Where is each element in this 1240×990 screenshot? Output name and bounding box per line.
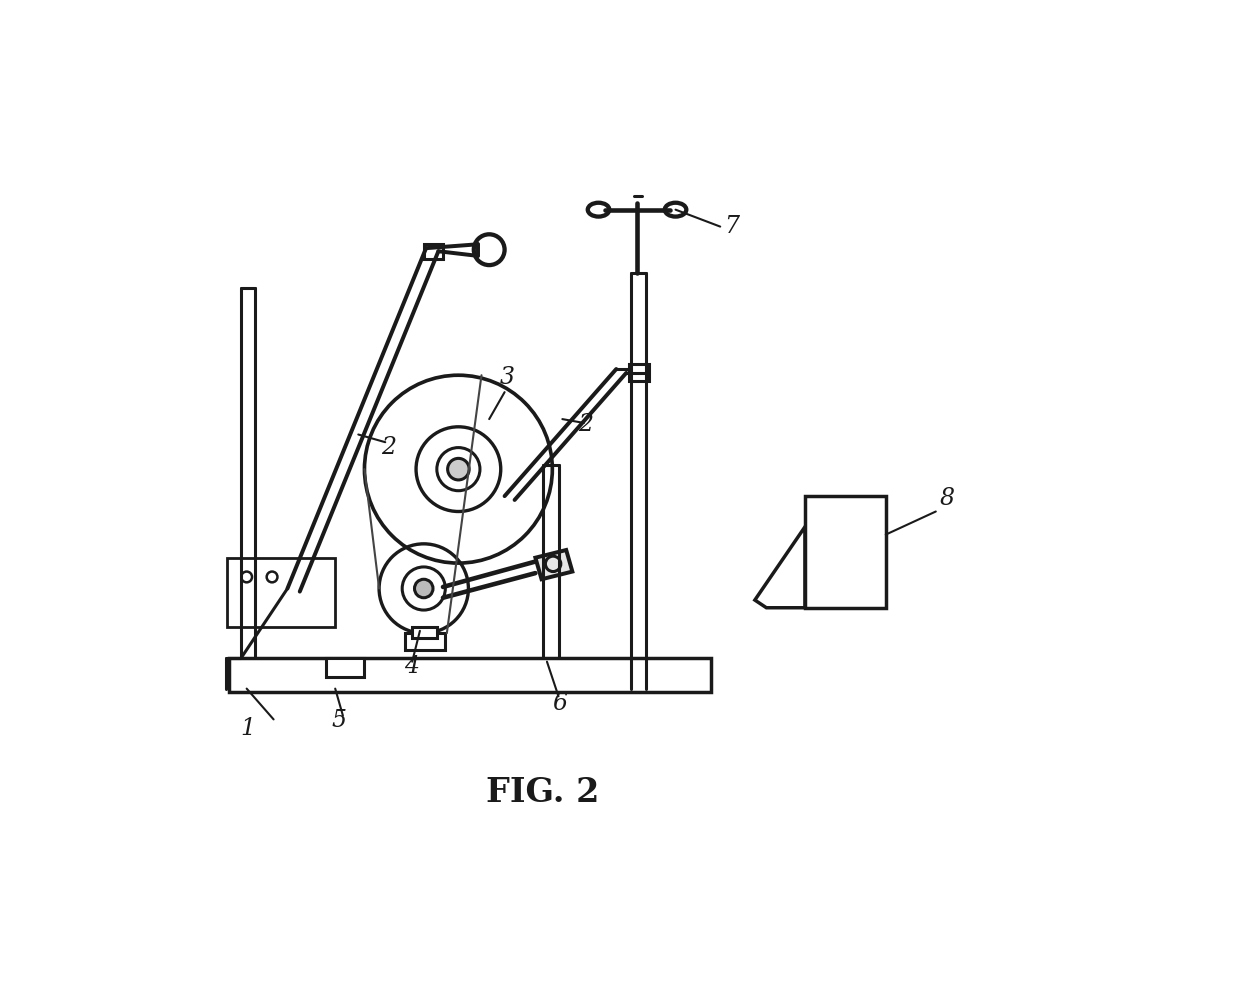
Text: 8: 8 [940, 487, 955, 510]
Polygon shape [536, 550, 573, 579]
Bar [229, 657, 711, 692]
Bar [412, 627, 436, 638]
Text: FIG. 2: FIG. 2 [486, 776, 600, 809]
Text: 6: 6 [552, 692, 568, 715]
Bar [424, 244, 443, 259]
Text: 2: 2 [382, 436, 397, 458]
Text: 2: 2 [578, 413, 593, 436]
Circle shape [448, 458, 469, 480]
Text: 1: 1 [241, 717, 255, 740]
Bar [630, 363, 650, 380]
Text: 5: 5 [331, 709, 346, 732]
Text: 4: 4 [404, 655, 419, 678]
Text: 3: 3 [500, 366, 515, 389]
Circle shape [414, 579, 433, 598]
Bar [326, 657, 365, 677]
Bar [805, 496, 885, 608]
Bar [227, 557, 335, 627]
Text: 7: 7 [724, 215, 739, 238]
Polygon shape [755, 527, 805, 608]
Bar [404, 634, 444, 650]
